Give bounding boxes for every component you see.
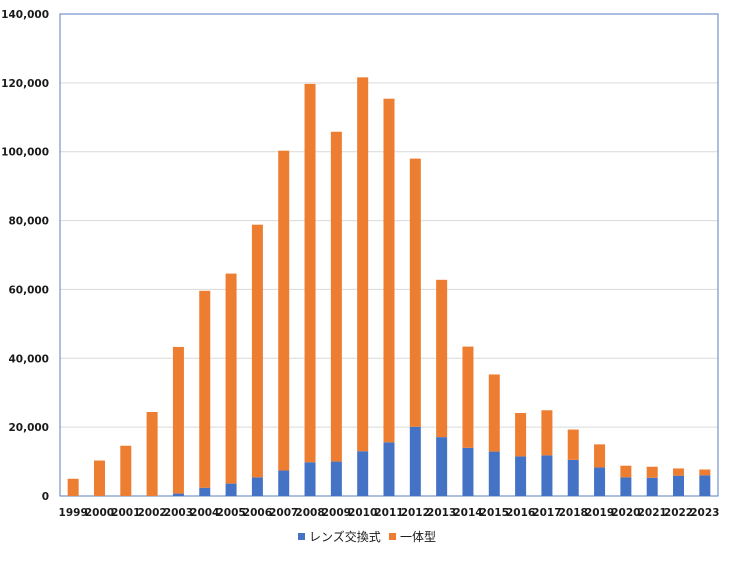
bar-lens-interchangeable-2023 xyxy=(699,475,711,496)
x-tick-label: 2008 xyxy=(295,507,324,519)
bar-integrated-2020 xyxy=(620,465,632,478)
x-tick-label: 1999 xyxy=(59,507,88,519)
x-tick-label: 2018 xyxy=(559,507,588,519)
x-tick-label: 2023 xyxy=(690,507,719,519)
y-tick-label: 0 xyxy=(42,491,49,503)
bar-integrated-2019 xyxy=(594,444,606,468)
bar-lens-interchangeable-2017 xyxy=(541,455,553,496)
y-tick-label: 100,000 xyxy=(1,147,49,159)
bar-integrated-2008 xyxy=(304,83,316,463)
bar-lens-interchangeable-2019 xyxy=(594,467,606,496)
bar-lens-interchangeable-2010 xyxy=(357,451,369,496)
bar-lens-interchangeable-2011 xyxy=(383,442,395,496)
bar-lens-interchangeable-2003 xyxy=(172,493,184,496)
x-tick-label: 2003 xyxy=(164,507,193,519)
x-tick-label: 2020 xyxy=(611,507,640,519)
bar-integrated-2003 xyxy=(172,346,184,494)
bar-lens-interchangeable-2005 xyxy=(225,483,237,496)
bar-integrated-2000 xyxy=(93,460,105,496)
bar-lens-interchangeable-2007 xyxy=(278,470,290,496)
bar-lens-interchangeable-2008 xyxy=(304,462,316,496)
bar-integrated-2012 xyxy=(409,158,421,427)
x-tick-label: 2004 xyxy=(190,507,219,519)
x-tick-label: 2012 xyxy=(401,507,430,519)
bars xyxy=(67,77,711,496)
bar-lens-interchangeable-2022 xyxy=(673,475,685,496)
x-tick-label: 2007 xyxy=(269,507,298,519)
x-tick-label: 2005 xyxy=(216,507,245,519)
y-tick-label: 60,000 xyxy=(8,284,49,296)
y-tick-label: 140,000 xyxy=(1,9,49,21)
x-tick-label: 2017 xyxy=(532,507,561,519)
x-tick-label: 2015 xyxy=(480,507,509,519)
y-tick-label: 120,000 xyxy=(1,78,49,90)
bar-lens-interchangeable-2006 xyxy=(251,477,263,496)
x-tick-label: 2014 xyxy=(453,507,482,519)
x-tick-label: 2021 xyxy=(638,507,667,519)
bar-integrated-2022 xyxy=(673,468,685,476)
bar-integrated-2021 xyxy=(646,466,658,478)
x-tick-label: 2009 xyxy=(322,507,351,519)
bar-lens-interchangeable-2021 xyxy=(646,477,658,496)
x-axis-tick-labels: 1999200020012002200320042005200620072008… xyxy=(59,507,720,519)
x-tick-label: 2000 xyxy=(85,507,114,519)
bar-integrated-2011 xyxy=(383,98,395,443)
bar-integrated-2002 xyxy=(146,411,158,496)
bar-integrated-2014 xyxy=(462,346,474,448)
bar-integrated-2006 xyxy=(251,224,263,478)
legend-swatch xyxy=(298,533,305,540)
bar-integrated-1999 xyxy=(67,478,79,496)
legend-swatch xyxy=(389,533,396,540)
y-axis-tick-labels: 0 20,000 40,000 60,000 80,000 100,000 120,000 1… xyxy=(1,9,49,503)
bar-lens-interchangeable-2004 xyxy=(199,487,211,496)
bar-integrated-2001 xyxy=(120,445,132,496)
bar-lens-interchangeable-2014 xyxy=(462,447,474,496)
y-tick-label: 80,000 xyxy=(8,216,49,228)
y-tick-label: 20,000 xyxy=(8,422,49,434)
x-tick-label: 2019 xyxy=(585,507,614,519)
bar-integrated-2017 xyxy=(541,410,553,456)
x-tick-label: 2002 xyxy=(138,507,167,519)
x-tick-label: 2013 xyxy=(427,507,456,519)
bar-integrated-2015 xyxy=(488,374,500,452)
y-tick-label: 40,000 xyxy=(8,353,49,365)
bar-lens-interchangeable-2009 xyxy=(330,461,342,496)
bar-integrated-2010 xyxy=(357,77,369,452)
bar-integrated-2013 xyxy=(436,279,448,438)
bar-lens-interchangeable-2018 xyxy=(567,459,579,496)
bar-lens-interchangeable-2012 xyxy=(409,426,421,496)
legend-label: レンズ交換式 xyxy=(309,529,381,544)
bar-integrated-2005 xyxy=(225,273,237,484)
bar-integrated-2009 xyxy=(330,131,342,462)
bar-integrated-2007 xyxy=(278,150,290,471)
bar-integrated-2023 xyxy=(699,469,711,476)
bar-lens-interchangeable-2020 xyxy=(620,477,632,496)
x-tick-label: 2011 xyxy=(374,507,403,519)
x-tick-label: 2022 xyxy=(664,507,693,519)
bar-integrated-2016 xyxy=(515,413,527,457)
x-tick-label: 2006 xyxy=(243,507,272,519)
legend: レンズ交換式 一体型 xyxy=(298,529,436,544)
bar-integrated-2004 xyxy=(199,290,211,488)
legend-label: 一体型 xyxy=(400,530,436,544)
x-tick-label: 2016 xyxy=(506,507,535,519)
bar-integrated-2018 xyxy=(567,429,579,460)
x-tick-label: 2001 xyxy=(111,507,140,519)
bar-lens-interchangeable-2013 xyxy=(436,437,448,496)
x-tick-label: 2010 xyxy=(348,507,377,519)
bar-lens-interchangeable-2016 xyxy=(515,456,527,496)
bar-lens-interchangeable-2015 xyxy=(488,451,500,496)
